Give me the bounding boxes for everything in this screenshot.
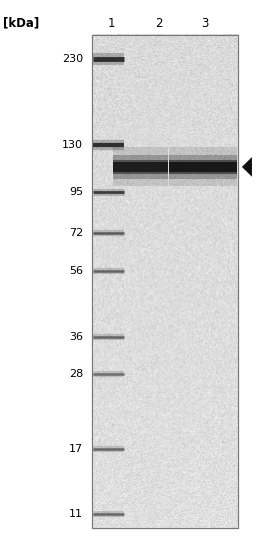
Text: 11: 11 <box>69 509 83 519</box>
Text: 1: 1 <box>108 17 115 30</box>
Bar <box>113 162 168 172</box>
Text: 130: 130 <box>62 140 83 150</box>
Polygon shape <box>242 157 252 177</box>
Text: 72: 72 <box>69 228 83 238</box>
Bar <box>113 159 168 174</box>
Text: 95: 95 <box>69 186 83 197</box>
Text: 3: 3 <box>201 17 208 30</box>
Bar <box>169 147 237 186</box>
Bar <box>113 147 168 186</box>
Bar <box>92 35 238 528</box>
Text: [kDa]: [kDa] <box>3 17 39 30</box>
Text: 28: 28 <box>69 369 83 379</box>
Text: 2: 2 <box>155 17 163 30</box>
Bar <box>169 159 237 174</box>
Bar <box>169 162 237 172</box>
Text: 230: 230 <box>62 54 83 64</box>
Bar <box>92 35 238 528</box>
Text: 56: 56 <box>69 266 83 276</box>
Bar <box>169 154 237 179</box>
Text: 36: 36 <box>69 332 83 342</box>
Bar <box>113 154 168 179</box>
Text: 17: 17 <box>69 444 83 454</box>
